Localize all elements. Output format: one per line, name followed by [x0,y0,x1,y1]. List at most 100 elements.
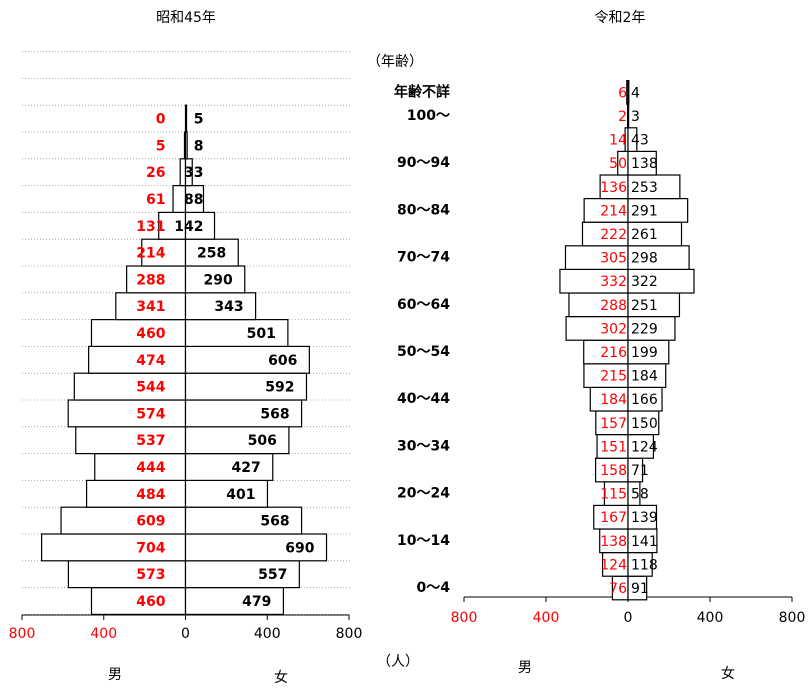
value-label: 704 [136,540,165,556]
value-label: 401 [226,487,255,503]
value-label: 167 [600,510,627,526]
bar [184,345,310,374]
y-tick-label: 30～34 [397,438,450,454]
x-tick-label: 0 [181,626,190,642]
y-tick-label: 80～84 [397,202,450,218]
value-label: 216 [600,345,627,361]
value-label: 544 [136,380,165,396]
value-label: 341 [136,299,165,315]
value-label: 88 [184,192,203,208]
bar [75,426,187,455]
y-tick-label: 100～ [407,108,450,124]
value-label: 606 [268,353,297,369]
value-label: 136 [600,180,627,196]
x-tick-label: 400 [90,626,117,642]
value-label: 184 [600,392,627,408]
value-label: 131 [136,219,165,235]
bar [73,372,187,401]
legend-label: 男 [108,667,122,683]
value-label: 150 [631,416,658,432]
value-label: 71 [631,463,649,479]
value-label: 690 [285,540,314,556]
value-label: 5 [156,138,166,154]
value-label: 460 [136,594,165,610]
x-tick-label: 0 [624,610,633,626]
y-tick-label: 20～24 [397,486,450,502]
x-tick-label: 800 [9,626,36,642]
value-label: 444 [136,460,165,476]
value-label: 288 [600,298,627,314]
y-tick-label: 60～64 [397,297,450,313]
value-label: 4 [631,85,640,101]
bar [184,372,308,401]
value-label: 138 [631,156,658,172]
value-label: 474 [136,353,165,369]
value-label: 343 [214,299,243,315]
bar [184,292,257,321]
value-label: 166 [631,392,658,408]
y-axis-label: （年齢） [367,54,423,70]
bar [88,345,187,374]
value-label: 8 [194,138,204,154]
bar [184,104,188,133]
value-label: 568 [260,406,289,422]
value-label: 215 [600,369,627,385]
value-label: 3 [631,109,640,125]
bar [184,265,246,294]
bar [126,265,187,294]
value-label: 157 [600,416,627,432]
legend-label: 女 [721,665,735,682]
value-label: 258 [197,246,226,262]
value-label: 138 [600,534,627,550]
bar [184,533,328,562]
value-label: 115 [600,487,627,503]
bar [184,158,193,187]
value-label: 302 [600,321,627,337]
value-label: 460 [136,326,165,342]
y-tick-label: 10～14 [397,533,450,549]
bar [184,211,216,240]
value-label: 6 [618,85,627,101]
value-label: 574 [136,406,165,422]
bar [67,399,187,428]
bar [627,127,638,153]
value-label: 50 [609,156,627,172]
value-label: 142 [174,219,203,235]
value-label: 2 [618,109,627,125]
legend-label: 女 [274,669,288,686]
value-label: 506 [248,433,277,449]
bar [85,479,187,508]
bar [90,586,187,615]
value-label: 229 [631,321,658,337]
value-label: 427 [232,460,261,476]
x-tick-label: 400 [697,610,724,626]
value-label: 592 [265,380,294,396]
value-label: 5 [194,112,204,128]
value-label: 124 [631,439,658,455]
value-label: 91 [631,581,649,597]
value-label: 158 [600,463,627,479]
y-tick-label: 70～74 [397,250,450,266]
value-label: 199 [631,345,658,361]
value-label: 33 [184,165,203,181]
value-label: 332 [600,274,627,290]
value-label: 214 [600,203,627,219]
x-tick-label: 800 [336,626,363,642]
x-tick-label: 400 [254,626,281,642]
bar [627,150,657,176]
value-label: 0 [156,112,166,128]
x-tick-label: 800 [451,610,478,626]
bar [627,79,630,105]
bar [184,586,284,615]
value-label: 58 [631,487,649,503]
value-label: 484 [136,487,165,503]
value-label: 251 [631,298,658,314]
value-label: 118 [631,557,658,573]
value-label: 253 [631,180,658,196]
bar [184,399,303,428]
bar [184,185,205,214]
value-label: 609 [136,514,165,530]
value-label: 151 [600,439,627,455]
value-label: 479 [242,594,271,610]
value-label: 290 [204,272,233,288]
